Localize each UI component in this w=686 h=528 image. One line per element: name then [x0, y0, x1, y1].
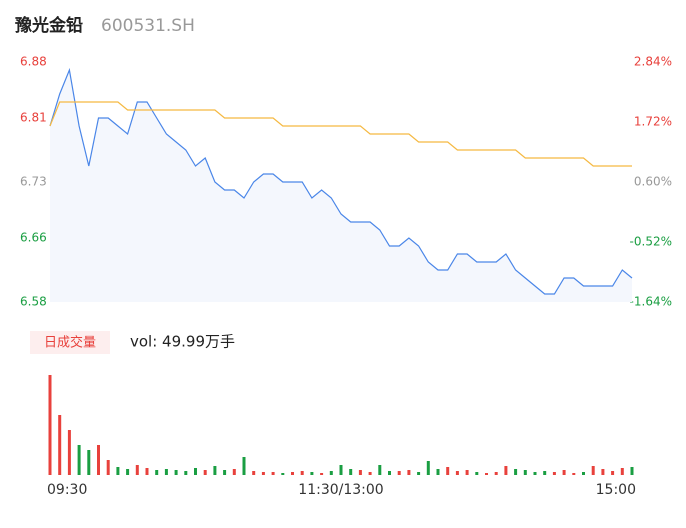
volume-bar: [378, 465, 382, 475]
volume-bar: [261, 472, 265, 475]
volume-bar: [300, 471, 304, 475]
y2-tick-label: 1.72%: [634, 115, 672, 129]
volume-bar: [194, 468, 197, 475]
volume-bar: [591, 466, 595, 475]
y2-tick-label: -0.52%: [630, 235, 672, 249]
volume-bar: [67, 430, 71, 475]
volume-bar: [291, 472, 294, 475]
volume-bar: [620, 468, 624, 475]
volume-bar: [87, 450, 91, 475]
volume-bar: [465, 470, 469, 475]
volume-bar: [126, 469, 130, 475]
volume-bar: [77, 445, 81, 475]
volume-bar: [426, 461, 430, 475]
volume-bar: [397, 471, 401, 475]
y-tick-label: 6.81: [20, 111, 47, 125]
volume-bar: [97, 445, 100, 475]
volume-bar: [543, 471, 547, 475]
y-tick-label: 6.66: [20, 231, 47, 245]
volume-bar: [494, 472, 498, 475]
volume-bar: [106, 460, 110, 475]
y2-tick-label: 0.60%: [634, 175, 672, 189]
volume-bar: [475, 472, 479, 475]
y-tick-label: 6.58: [20, 295, 47, 309]
x-tick-label: 15:00: [596, 482, 636, 498]
x-tick-label: 09:30: [47, 482, 87, 498]
volume-bar: [572, 473, 576, 475]
volume-bar: [436, 469, 440, 475]
volume-bar: [232, 469, 236, 475]
volume-bar: [164, 469, 168, 475]
volume-bar: [339, 465, 343, 475]
price-line: [49, 67, 633, 295]
x-tick-label: 11:30/13:00: [298, 482, 383, 498]
volume-bar: [601, 469, 605, 475]
average-line: [49, 101, 632, 167]
volume-bar: [281, 473, 285, 475]
volume-bar: [533, 472, 537, 475]
volume-bar: [514, 469, 518, 475]
volume-bar: [174, 470, 178, 475]
volume-bar: [455, 471, 459, 475]
volume-bar: [271, 472, 275, 475]
volume-bar: [485, 473, 488, 475]
volume-bar: [135, 465, 139, 475]
volume-bar: [523, 470, 527, 475]
volume-text: vol: 49.99万手: [130, 333, 235, 351]
volume-bar: [504, 466, 508, 475]
chart-title: 豫光金铅: [15, 15, 83, 36]
volume-bar: [329, 471, 333, 475]
volume-bar: [358, 470, 362, 475]
volume-bar: [630, 467, 634, 475]
volume-bar: [145, 468, 149, 475]
volume-bar: [417, 472, 421, 475]
volume-bar: [223, 470, 227, 475]
volume-bar: [582, 472, 585, 475]
volume-bar: [446, 467, 450, 475]
volume-bar: [552, 472, 556, 475]
volume-bar: [368, 472, 372, 475]
volume-bar: [203, 470, 207, 475]
volume-bar: [155, 470, 159, 475]
chart-subtitle: 600531.SH: [101, 16, 195, 36]
volume-bar: [58, 415, 62, 475]
volume-bar: [184, 471, 188, 475]
volume-bar: [562, 470, 566, 475]
volume-bar: [116, 467, 120, 475]
volume-bar: [388, 471, 391, 475]
volume-bar: [407, 470, 411, 475]
volume-label-box: [30, 331, 110, 354]
volume-bar: [349, 469, 353, 475]
y-tick-label: 6.73: [20, 175, 47, 189]
y2-tick-label: -1.64%: [630, 295, 672, 309]
volume-bar: [213, 466, 217, 475]
volume-bar: [242, 457, 246, 475]
volume-bar: [48, 375, 52, 475]
volume-bar: [611, 471, 615, 475]
volume-label: 日成交量: [44, 335, 96, 351]
volume-bar: [320, 473, 324, 475]
volume-bar: [310, 472, 314, 475]
y-tick-label: 6.88: [20, 55, 47, 69]
volume-bar: [252, 471, 256, 475]
y2-tick-label: 2.84%: [634, 55, 672, 69]
price-area: [50, 70, 632, 302]
